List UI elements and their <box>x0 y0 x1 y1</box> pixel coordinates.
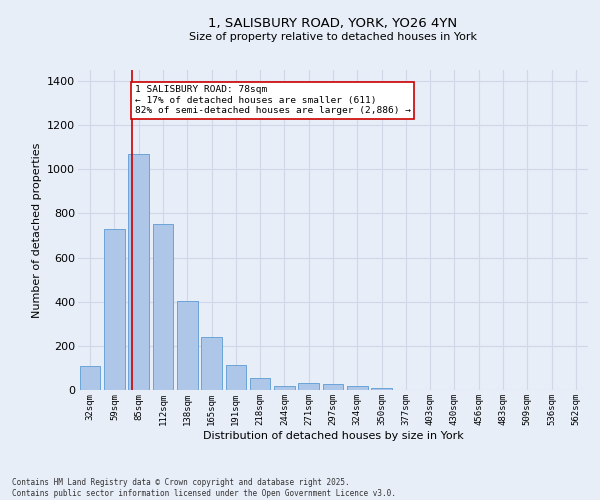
Bar <box>274 386 295 390</box>
Bar <box>104 229 125 390</box>
Bar <box>128 154 149 390</box>
Text: Contains HM Land Registry data © Crown copyright and database right 2025.
Contai: Contains HM Land Registry data © Crown c… <box>12 478 396 498</box>
Bar <box>250 378 271 390</box>
Text: Size of property relative to detached houses in York: Size of property relative to detached ho… <box>189 32 477 42</box>
Text: 1 SALISBURY ROAD: 78sqm
← 17% of detached houses are smaller (611)
82% of semi-d: 1 SALISBURY ROAD: 78sqm ← 17% of detache… <box>134 86 410 115</box>
Bar <box>226 364 246 390</box>
Y-axis label: Number of detached properties: Number of detached properties <box>32 142 41 318</box>
Bar <box>201 338 222 390</box>
Bar <box>323 384 343 390</box>
Bar <box>152 224 173 390</box>
Bar <box>371 388 392 390</box>
Bar <box>80 366 100 390</box>
Text: 1, SALISBURY ROAD, YORK, YO26 4YN: 1, SALISBURY ROAD, YORK, YO26 4YN <box>208 18 458 30</box>
Bar <box>298 384 319 390</box>
Bar <box>177 300 197 390</box>
Bar <box>347 386 368 390</box>
X-axis label: Distribution of detached houses by size in York: Distribution of detached houses by size … <box>203 430 463 440</box>
